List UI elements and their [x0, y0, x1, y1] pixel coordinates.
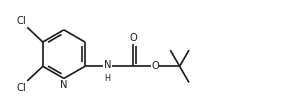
Text: Cl: Cl: [16, 16, 26, 26]
Text: N: N: [104, 60, 111, 70]
Text: H: H: [105, 74, 111, 83]
Text: O: O: [152, 61, 159, 71]
Text: Cl: Cl: [16, 83, 26, 93]
Text: O: O: [129, 33, 137, 43]
Text: N: N: [60, 80, 68, 90]
